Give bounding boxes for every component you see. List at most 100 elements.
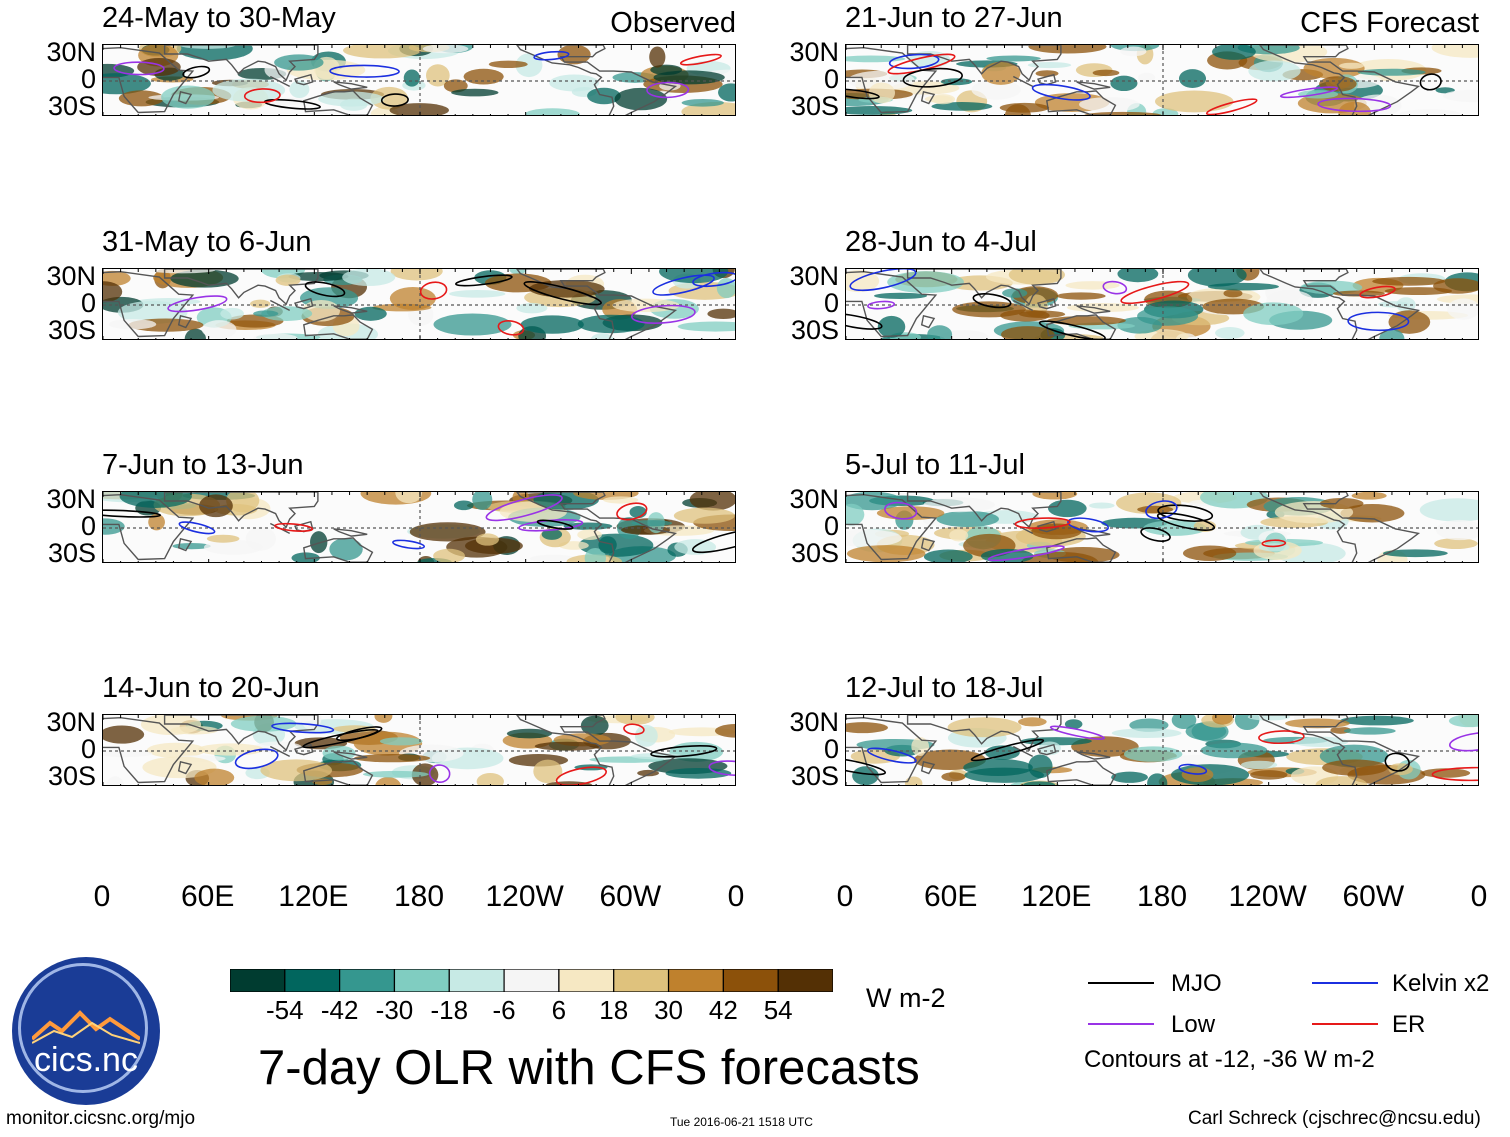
colorbar-swatch [777,968,834,993]
lon-tick-label: 0 [836,880,854,913]
lon-tick-label: 120W [485,880,564,913]
lat-tick-label: 30N [789,707,839,737]
lon-tick-label: 120E [1021,880,1092,913]
wave-contours [846,725,1478,782]
map-svg [103,715,735,785]
lat-tick-label: 0 [823,511,839,541]
logo-mountain-icon [32,1010,140,1044]
legend-label: ER [1392,1011,1426,1038]
panel-title: 7-Jun to 13-Jun [102,449,304,481]
lat-tick-label: 30S [790,91,839,121]
olr-anomaly-field [846,715,1478,785]
lat-tick-label: 30N [46,484,96,514]
map-panel [845,44,1479,116]
lon-tick-label: 60W [599,880,662,913]
colorbar-label: -54 [266,995,304,1025]
lat-tick-label: 0 [80,288,96,318]
lon-tick-label: 60E [923,880,978,913]
lon-tick-label: 0 [727,880,745,913]
colorbar-label: -6 [492,995,516,1025]
legend-line-kelvin-x2 [1312,982,1378,984]
colorbar-label: 30 [654,995,683,1025]
cics-logo: cics.nc [12,957,160,1105]
lon-tick-label: 0 [93,880,111,913]
wave-contours [884,500,1287,562]
colorbar-swatch [503,968,560,993]
legend-line-er [1312,1023,1378,1025]
footer-author: Carl Schreck (cjschrec@ncsu.edu) [1188,1108,1481,1129]
coastlines [846,492,1421,562]
colorbar-swatch [722,968,779,993]
lon-tick-label: 60W [1342,880,1405,913]
lon-tick-label: 180 [1136,880,1188,913]
wave-contours [113,50,722,110]
colorbar-swatch [393,968,450,993]
olr-anomaly-field [846,492,1478,562]
lat-tick-label: 30S [790,315,839,345]
colorbar [229,968,834,993]
coastlines [846,715,1421,785]
colorbar-swatch [284,968,341,993]
lat-tick-label: 30N [789,37,839,67]
colorbar-swatch [558,968,615,993]
map-panel [102,491,736,563]
coastlines [846,269,1421,339]
map-panel [845,268,1479,340]
map-svg [103,492,735,562]
map-svg [846,45,1478,115]
olr-anomaly-field [103,715,735,785]
colorbar-swatch [667,968,724,993]
legend-line-mjo [1088,982,1154,984]
lat-tick-label: 30N [789,261,839,291]
panel-title: 5-Jul to 11-Jul [845,449,1025,481]
legend-line-low [1088,1023,1154,1025]
lat-tick-label: 0 [823,734,839,764]
panel-title: 21-Jun to 27-Jun [845,2,1063,34]
map-svg [103,45,735,115]
panel-title: 12-Jul to 18-Jul [845,672,1044,704]
lat-tick-label: 0 [80,511,96,541]
coastlines [103,45,678,115]
wave-contours [846,53,1442,115]
map-svg [846,269,1478,339]
map-panel [102,44,736,116]
lat-tick-label: 30S [47,538,96,568]
wave-contours [234,722,735,785]
wave-contours [167,271,735,336]
lon-tick-label: 120W [1228,880,1307,913]
lon-tick-label: 180 [393,880,445,913]
map-panel [845,491,1479,563]
lon-tick-label: 0 [1470,880,1488,913]
coastlines [103,715,678,785]
logo-text: cics.nc [34,1041,138,1079]
olr-anomaly-field [103,492,735,562]
colorbar-label: -18 [430,995,469,1025]
lat-tick-label: 30N [46,37,96,67]
colorbar-swatch [229,968,286,993]
map-svg [103,269,735,339]
colorbar-units: W m-2 [866,983,946,1013]
coastlines [103,492,678,562]
lat-tick-label: 0 [823,64,839,94]
footer-url[interactable]: monitor.cicsnc.org/mjo [6,1108,196,1129]
lat-tick-label: 0 [80,64,96,94]
lat-tick-label: 0 [80,734,96,764]
colorbar-label: -42 [320,995,359,1025]
map-svg [846,492,1478,562]
footer-timestamp: Tue 2016-06-21 1518 UTC [670,1115,813,1129]
lat-tick-label: 30S [47,761,96,791]
map-panel [845,714,1479,786]
lon-tick-label: 60E [180,880,235,913]
colorbar-label: 54 [763,995,793,1025]
map-svg [846,715,1478,785]
lat-tick-label: 30S [790,761,839,791]
panel-column-label: CFS Forecast [1300,7,1479,39]
colorbar-label: 6 [551,995,567,1025]
panel-column-label: Observed [610,7,736,39]
lat-tick-label: 30S [790,538,839,568]
colorbar-label: 42 [708,995,738,1025]
colorbar-swatch [613,968,670,993]
panel-title: 14-Jun to 20-Jun [102,672,320,704]
lat-tick-label: 30N [789,484,839,514]
panel-title: 24-May to 30-May [102,2,336,34]
